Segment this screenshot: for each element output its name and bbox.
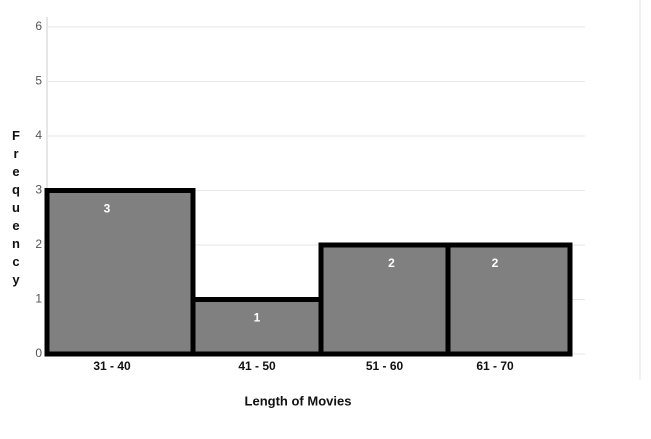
y-tick-label: 6: [35, 19, 42, 33]
y-tick-label: 3: [35, 183, 42, 197]
y-tick-label: 4: [35, 128, 42, 142]
y-tick-label: 1: [35, 292, 42, 306]
y-tick-label: 0: [35, 346, 42, 360]
data-label: 2: [388, 256, 395, 270]
y-tick-label: 5: [35, 74, 42, 88]
y-tick-label: 2: [35, 237, 42, 251]
bar: [44, 188, 196, 357]
x-tick-label: 31 - 40: [93, 359, 131, 373]
y-axis-label: Frequency: [9, 128, 24, 290]
data-label: 3: [104, 202, 111, 216]
bar: [445, 242, 573, 357]
bar: [318, 242, 451, 357]
x-axis-label: Length of Movies: [245, 393, 352, 408]
x-tick-label: 61 - 70: [476, 359, 514, 373]
data-label: 2: [492, 256, 499, 270]
bar: [190, 297, 324, 357]
x-tick-label: 51 - 60: [366, 359, 404, 373]
x-tick-label: 41 - 50: [238, 359, 276, 373]
data-label: 1: [254, 311, 261, 325]
